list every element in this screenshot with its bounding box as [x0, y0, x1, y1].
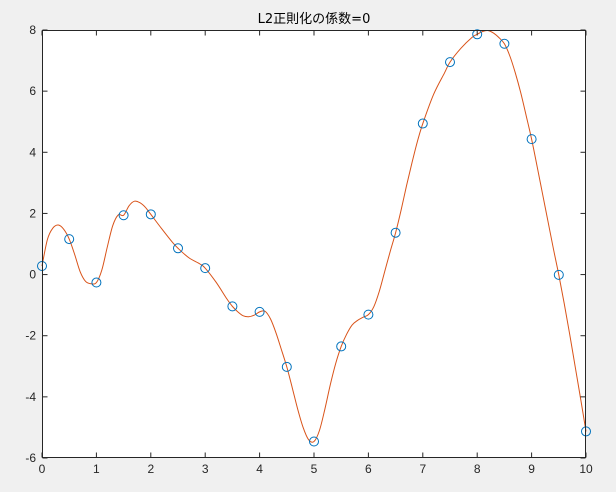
data-point-15 — [445, 57, 455, 68]
x-tick-label-4: 4 — [256, 462, 263, 476]
x-tick-label-2: 2 — [147, 462, 154, 476]
data-point-17 — [499, 38, 510, 49]
y-tick-label-0: -6 — [25, 451, 36, 465]
data-point-4 — [145, 209, 156, 220]
data-point-6 — [200, 263, 211, 274]
data-point-10 — [309, 436, 319, 447]
data-point-12 — [363, 309, 374, 320]
x-tick-label-9: 9 — [528, 462, 535, 476]
data-point-16 — [472, 29, 483, 40]
data-point-5 — [173, 243, 183, 254]
data-point-19 — [553, 269, 564, 280]
data-point-8 — [254, 306, 265, 317]
fitted-curve-line — [41, 30, 587, 443]
y-tick-label-5: 4 — [29, 145, 36, 159]
x-tick-label-0: 0 — [39, 462, 46, 476]
y-tick-label-2: -2 — [25, 329, 36, 343]
data-point-2 — [91, 277, 102, 288]
data-point-1 — [64, 234, 75, 245]
data-point-9 — [281, 361, 292, 372]
data-point-13 — [390, 227, 401, 238]
data-point-18 — [526, 134, 537, 145]
x-tick-label-6: 6 — [365, 462, 372, 476]
x-tick-label-1: 1 — [93, 462, 100, 476]
data-point-11 — [336, 341, 347, 352]
data-point-7 — [227, 301, 238, 312]
y-tick-label-1: -4 — [25, 390, 36, 404]
x-tick-label-3: 3 — [202, 462, 209, 476]
y-tick-label-3: 0 — [29, 268, 36, 282]
y-tick-label-6: 6 — [29, 84, 36, 98]
x-tick-label-10: 10 — [579, 462, 593, 476]
y-tick-label-4: 2 — [29, 206, 36, 220]
x-tick-label-8: 8 — [474, 462, 481, 476]
x-tick-label-5: 5 — [311, 462, 318, 476]
y-tick-label-7: 8 — [29, 23, 36, 37]
data-layer — [37, 29, 591, 447]
chart-title: L2正則化の係数=0 — [258, 12, 371, 27]
axes-background — [42, 30, 586, 458]
data-point-3 — [118, 210, 129, 221]
data-point-14 — [417, 118, 428, 129]
x-tick-label-7: 7 — [419, 462, 426, 476]
ticks-layer: 0 1 2 3 4 5 6 7 8 9 10 -6 -4 -2 0 2 4 6 8 — [25, 23, 593, 476]
